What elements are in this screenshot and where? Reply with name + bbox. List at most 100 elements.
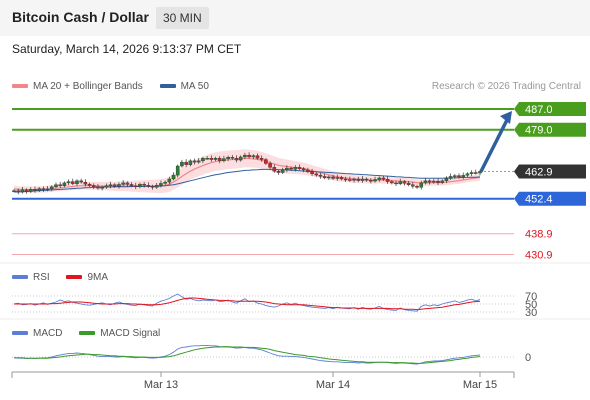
candle-body (457, 175, 461, 178)
ma20-line (13, 157, 481, 191)
candle-body (406, 182, 411, 185)
candle-body (87, 183, 92, 186)
price-label-resistance: 487.0 (525, 104, 553, 116)
candle-body (301, 168, 306, 171)
interval-selector[interactable]: 30 MIN (156, 7, 209, 29)
legend-label: 9MA (87, 272, 109, 283)
macd-legend: MACD MACD Signal (12, 328, 174, 339)
candle-body (104, 185, 109, 188)
candle-body (209, 158, 214, 160)
candle-body (264, 159, 268, 164)
candle-body (205, 158, 209, 160)
time-axis-label: Mar 15 (463, 379, 497, 391)
candle-body (343, 178, 348, 181)
chart-datetime: Saturday, March 14, 2026 9:13:37 PM CET (12, 42, 242, 56)
legend-label: MA 20 + Bollinger Bands (33, 81, 143, 92)
candle-body (75, 180, 79, 184)
candle-body (427, 180, 432, 183)
price-label-resistance: 479.0 (525, 125, 553, 137)
legend-label: MACD Signal (100, 328, 161, 339)
candle-body (33, 189, 37, 191)
candle-body (394, 182, 398, 185)
rsi-level-label: 30 (525, 307, 537, 319)
candle-body (373, 179, 377, 182)
candle-body (129, 184, 134, 186)
candle-body (478, 171, 482, 174)
candle-body (285, 167, 289, 171)
candle-body (255, 155, 260, 159)
candle-body (230, 157, 235, 159)
legend-item-macd: MACD (12, 328, 62, 339)
candle-body (448, 176, 453, 179)
instrument-title: Bitcoin Cash / Dollar (12, 9, 149, 25)
candle-body (331, 176, 335, 179)
candle-body (213, 158, 218, 160)
legend-item-rsi-ma: 9MA (66, 272, 108, 283)
candle-body (138, 183, 142, 187)
header-bar: Bitcoin Cash / Dollar 30 MIN (0, 0, 590, 36)
rsi-ma-line (14, 297, 481, 311)
candle-body (289, 167, 293, 170)
candle-body (327, 176, 331, 179)
candle-body (469, 172, 474, 175)
candle-body (91, 185, 96, 187)
candle-body (419, 182, 424, 188)
legend-swatch (66, 275, 83, 280)
candle-body (54, 184, 58, 187)
candle-body (402, 181, 407, 184)
candle-body (310, 171, 314, 175)
candle-body (411, 184, 415, 187)
price-label-target: 438.9 (525, 229, 553, 241)
candle-body (440, 180, 445, 183)
legend-item-rsi: RSI (12, 272, 50, 283)
ma50-line (14, 168, 481, 193)
candle-body (222, 158, 226, 162)
price-label-bg-resistance (514, 101, 586, 116)
rsi-legend: RSI 9MA (12, 272, 122, 283)
legend-label: RSI (33, 272, 50, 283)
candle-body (196, 160, 201, 163)
candle-body (167, 178, 172, 183)
legend-swatch (12, 84, 28, 89)
candle-body (272, 167, 277, 172)
candle-body (444, 178, 449, 182)
legend-swatch (12, 275, 28, 280)
candle-body (45, 188, 50, 191)
candle-body (297, 167, 302, 169)
candle-body (356, 178, 361, 181)
candle-body (243, 154, 247, 158)
candle-body (226, 157, 230, 159)
candle-body (306, 169, 310, 172)
legend-item-macd-signal: MACD Signal (79, 328, 160, 339)
macd-zero-label: 0 (525, 352, 531, 364)
candle-body (70, 181, 75, 184)
macd-signal-line (14, 346, 481, 364)
candle-body (28, 189, 33, 192)
candle-body (188, 160, 193, 165)
rsi-level-label: 50 (525, 299, 537, 311)
candle-body (423, 180, 428, 184)
main-legend: MA 20 + Bollinger Bands MA 50 (12, 81, 223, 92)
candle-body (180, 161, 184, 167)
candle-body (154, 185, 159, 188)
legend-swatch (79, 331, 96, 336)
candle-body (184, 161, 188, 165)
candle-body (398, 181, 403, 184)
candle-body (247, 154, 251, 158)
candle-body (79, 180, 83, 183)
candle-body (121, 182, 125, 185)
candle-body (163, 181, 167, 184)
candle-body (96, 186, 100, 189)
candle-body (117, 184, 121, 187)
candle-body (360, 178, 365, 181)
candle-body (62, 182, 67, 186)
candle-body (24, 189, 29, 192)
candle-body (201, 158, 205, 162)
legend-swatch (159, 84, 176, 89)
candle-body (83, 181, 88, 185)
candle-body (377, 177, 382, 180)
candle-body (339, 177, 344, 180)
candle-body (175, 165, 180, 176)
candle-body (16, 190, 20, 193)
